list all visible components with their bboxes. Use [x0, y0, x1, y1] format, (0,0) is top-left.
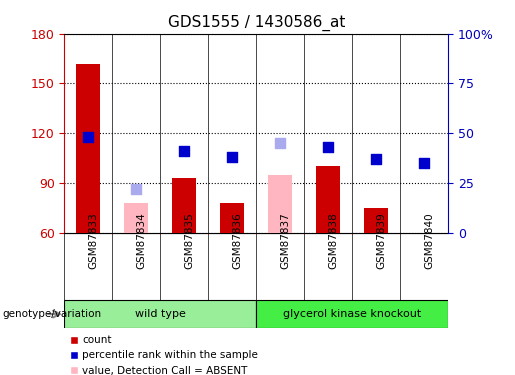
Text: GSM87839: GSM87839 [376, 212, 386, 269]
Bar [124, 202, 148, 232]
Point [420, 160, 428, 166]
Bar [76, 63, 100, 232]
Bar [220, 202, 244, 232]
Bar [256, 300, 448, 328]
Point [132, 186, 141, 192]
Text: GSM87840: GSM87840 [424, 212, 434, 269]
Point [84, 134, 93, 140]
Legend: count, percentile rank within the sample, value, Detection Call = ABSENT, rank, : count, percentile rank within the sample… [70, 335, 258, 375]
Text: GSM87836: GSM87836 [232, 212, 242, 269]
Text: GSM87837: GSM87837 [280, 212, 290, 269]
Bar [316, 166, 340, 232]
Text: GSM87834: GSM87834 [136, 212, 146, 269]
Text: GSM87838: GSM87838 [328, 212, 338, 269]
Point [324, 144, 332, 150]
Text: GSM87833: GSM87833 [89, 212, 98, 269]
Point [180, 148, 188, 154]
Text: wild type: wild type [135, 309, 186, 319]
Bar [173, 178, 196, 232]
Bar [364, 208, 388, 232]
Text: GSM87835: GSM87835 [184, 212, 194, 269]
Text: genotype/variation: genotype/variation [3, 309, 101, 319]
Text: glycerol kinase knockout: glycerol kinase knockout [283, 309, 421, 319]
Point [276, 140, 284, 146]
Bar [268, 174, 292, 232]
Bar [64, 300, 256, 328]
Point [372, 156, 380, 162]
Title: GDS1555 / 1430586_at: GDS1555 / 1430586_at [167, 15, 345, 31]
Point [228, 154, 236, 160]
